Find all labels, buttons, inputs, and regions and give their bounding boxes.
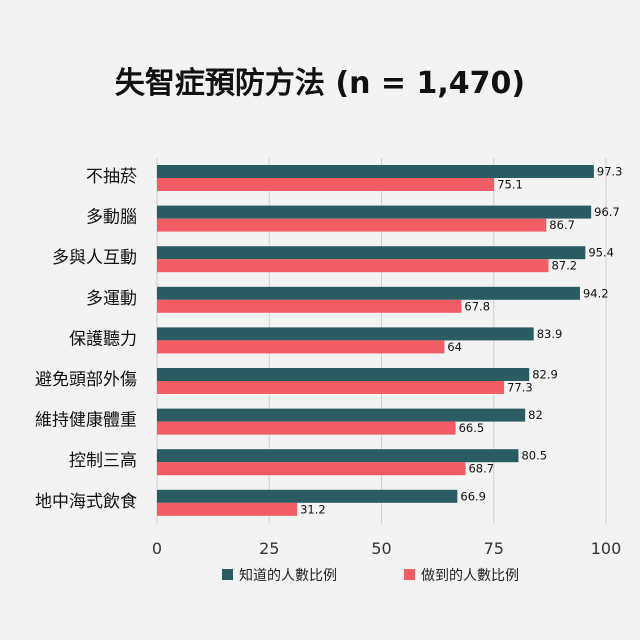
bar	[157, 165, 594, 178]
bar	[157, 462, 466, 476]
data-label: 97.3	[597, 165, 623, 179]
data-label: 66.5	[459, 421, 485, 435]
bar	[157, 205, 592, 219]
category-label: 控制三高	[69, 451, 137, 471]
x-tick-label: 0	[152, 539, 162, 558]
bar	[157, 368, 530, 381]
bar	[157, 259, 549, 273]
bar	[157, 299, 462, 313]
data-label: 77.3	[507, 381, 533, 395]
category-label: 多動腦	[86, 208, 137, 228]
bar	[157, 178, 495, 191]
category-label: 避免頭部外傷	[35, 370, 137, 390]
data-label: 80.5	[521, 449, 547, 463]
bars	[157, 165, 594, 516]
legend-label: 做到的人數比例	[421, 568, 519, 584]
data-label: 31.2	[300, 502, 326, 516]
x-tick-label: 100	[591, 539, 622, 558]
data-label: 64	[447, 340, 462, 354]
bar	[157, 449, 519, 463]
data-label: 82	[528, 408, 543, 422]
legend-swatch	[222, 569, 233, 580]
data-label: 83.9	[537, 327, 563, 341]
data-label: 66.9	[460, 489, 486, 503]
data-labels: 97.3 75.1 96.7 86.7 95.4 87.2 94.2 67.8 83.9 64 82…	[300, 165, 622, 517]
bar	[157, 421, 456, 435]
bar	[157, 286, 580, 300]
category-label: 地中海式飲食	[35, 492, 137, 512]
x-tick-label: 25	[259, 539, 279, 558]
bar	[157, 408, 526, 422]
data-label: 67.8	[464, 299, 490, 313]
chart-title: 失智症預防方法 (n = 1,470)	[114, 66, 526, 101]
bar	[157, 218, 547, 232]
legend: 知道的人數比例 做到的人數比例	[222, 567, 519, 584]
data-label: 94.2	[583, 286, 609, 300]
bar	[157, 327, 534, 341]
category-label: 保護聽力	[69, 329, 137, 349]
legend-label: 知道的人數比例	[239, 567, 337, 584]
data-label: 82.9	[532, 368, 558, 382]
bar	[157, 246, 586, 260]
bar	[157, 340, 445, 354]
data-label: 68.7	[468, 462, 494, 476]
data-label: 87.2	[552, 259, 578, 273]
category-label: 不抽菸	[86, 167, 137, 187]
category-label: 維持健康體重	[35, 411, 137, 431]
x-axis-ticks: 0 25 50 75 100	[152, 539, 621, 558]
x-tick-label: 75	[484, 539, 504, 558]
data-label: 95.4	[588, 246, 614, 260]
legend-swatch	[404, 569, 415, 580]
category-label: 多與人互動	[52, 248, 137, 268]
data-label: 75.1	[497, 178, 523, 192]
data-label: 86.7	[549, 218, 575, 232]
data-label: 96.7	[594, 205, 620, 219]
bar	[157, 502, 298, 516]
category-label: 多運動	[86, 289, 137, 309]
x-tick-label: 50	[371, 539, 391, 558]
bar	[157, 489, 458, 503]
bar	[157, 381, 505, 394]
